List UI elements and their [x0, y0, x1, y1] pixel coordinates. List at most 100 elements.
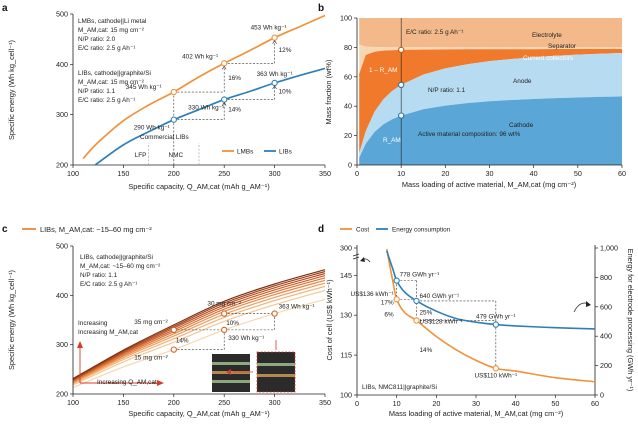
energy-marker	[492, 321, 499, 328]
panel-b-x-tick-label: 20	[441, 169, 449, 178]
panel-c-y-tick-label: 400	[56, 291, 68, 300]
value-label: 778 GWh yr⁻¹	[400, 272, 440, 279]
increase-arrowhead	[272, 85, 277, 90]
collectors-label: Current collectors	[523, 55, 573, 62]
loading-curve-15	[72, 298, 326, 389]
c-text-line: M_AM,cat: ~15–60 mg cm⁻²	[80, 263, 160, 270]
loading-curve-25	[72, 285, 326, 385]
commercial-libs-label: Commercial LIBs	[140, 134, 189, 141]
panel-c-text: LIBs, cathode||graphite/Si M_AM,cat: ~15…	[80, 254, 160, 288]
panel-b-ylabel: Mass fraction (wt%)	[324, 60, 333, 125]
value-label: 345 Wh kg⁻¹	[126, 84, 162, 91]
increasing-capacity-arrow: Increasing Q_AM,cat	[80, 379, 164, 386]
panel-c-y-tick-label: 500	[56, 242, 68, 251]
panel-d-x-tick-label: 60	[591, 399, 599, 408]
value-label: 402 Wh kg⁻¹	[182, 53, 218, 60]
panel-d-right-tick-label: 200	[600, 361, 612, 370]
panel-c-title: LIBs, M_AM,cat: ~15–60 mg cm⁻²	[40, 225, 152, 234]
anode-area	[359, 53, 622, 158]
panel-d-left-tick-label: 300	[340, 244, 352, 253]
lib-series-line	[94, 67, 326, 166]
panel-b-y-tick-label: 20	[344, 131, 352, 140]
data-marker-libs	[170, 116, 177, 123]
value-label: US$136 kWh⁻¹	[351, 291, 394, 298]
panel-c-x-tick-label: 300	[269, 398, 281, 407]
boundary-marker	[398, 81, 405, 89]
value-label: 640 GWh yr⁻¹	[420, 293, 460, 300]
value-label: 290 Wh kg⁻¹	[134, 125, 170, 132]
percent-label: 14%	[420, 347, 433, 354]
panel-d-left-tick-label: 130	[340, 311, 352, 320]
panel-b-x-tick-label: 50	[574, 169, 582, 178]
increase-arrowhead	[221, 102, 227, 106]
cost-marker	[413, 317, 420, 324]
value-label: 330 Wh kg⁻¹	[228, 335, 264, 342]
one-minus-ram-label: 1 – R_AM	[369, 67, 397, 74]
panel-b-y-tick-label: 60	[344, 72, 352, 81]
panel-b-y-tick-label: 0	[348, 161, 352, 170]
lmb-text-line: N/P ratio: 2.0	[78, 36, 116, 43]
np-ratio-label: N/P ratio: 1.1	[428, 87, 466, 94]
electrolyte-area	[359, 18, 622, 48]
data-marker	[170, 346, 177, 353]
increasing-label: Increasing	[78, 320, 108, 327]
value-label: 30 mg cm⁻²	[207, 301, 241, 308]
panel-b-x-tick-label: 30	[486, 169, 494, 178]
panel-c-x-tick-label: 150	[117, 398, 129, 407]
panel-d-x-tick-label: 50	[551, 399, 559, 408]
legend-lib-label: LIBs	[279, 149, 292, 156]
panel-d-x-tick-label: 0	[355, 399, 359, 408]
panel-c-y-tick-label: 300	[56, 340, 68, 349]
value-label: 453 Wh kg⁻¹	[251, 25, 287, 32]
panel-b-x-tick-label: 60	[618, 169, 626, 178]
panel-b-y-tick-label: 100	[340, 14, 352, 23]
panel-letter-b: b	[318, 3, 324, 14]
panel-b-y-tick-label: 80	[344, 43, 352, 52]
panel-d-right-tick-label: 600	[600, 302, 612, 311]
legend-lmb-label: LMBs	[237, 149, 253, 156]
value-label: US$128 kWh⁻¹	[420, 319, 463, 326]
panel-c-legend: LIBs, M_AM,cat: ~15–60 mg cm⁻²	[22, 225, 152, 234]
energy-marker	[393, 277, 400, 284]
cost-marker	[393, 296, 400, 303]
percent-label: 17%	[381, 300, 394, 307]
panel-letter-c: c	[2, 224, 8, 235]
panel-a-y-tick-label: 300	[56, 110, 68, 119]
panel-d-x-tick-label: 30	[472, 399, 480, 408]
collector-area	[359, 49, 622, 154]
data-marker	[221, 310, 228, 317]
anode-label: Anode	[513, 78, 532, 85]
panel-b-chart: 0 10 20 30 40 50 60 0 20 40 60 80 100 E/C ratio: 2.5…	[324, 14, 626, 190]
value-label: 15 mg cm⁻²	[134, 355, 168, 362]
panel-d-xlabel: Mass loading of active material, M_AM,ca…	[389, 409, 563, 418]
panel-d-right-tick-label: 1,000	[600, 244, 618, 253]
composition-label: Active material composition: 96 wt%	[418, 131, 521, 138]
panel-a-x-tick-label: 300	[269, 169, 281, 178]
data-marker	[170, 326, 177, 334]
panel-a-y-tick-label: 500	[56, 10, 68, 19]
boundary-marker	[398, 112, 405, 119]
panel-b-x-tick-label: 40	[530, 169, 538, 178]
percent-label: 10%	[226, 320, 239, 327]
energy-marker	[413, 297, 420, 305]
panel-a-x-tick-label: 150	[117, 169, 129, 178]
panel-b-x-tick-label: 10	[397, 169, 405, 178]
ec-ratio-label: E/C ratio: 2.5 g Ah⁻¹	[406, 29, 463, 36]
panel-a-legend: LMBs LIBs	[222, 149, 292, 156]
panel-d-left-tick-label: 145	[340, 271, 352, 280]
panel-d-legend: Cost Energy consumption	[340, 227, 451, 234]
loading-curve-20	[72, 289, 326, 386]
panel-c-x-tick-label: 200	[168, 398, 180, 407]
loading-curve-45	[72, 275, 326, 382]
lib-text-line: LIBs, cathode||graphite/Si	[78, 70, 151, 77]
separator-area	[359, 44, 622, 74]
panel-d-note: LIBs, NMC811||graphite/Si	[362, 384, 437, 391]
energy-axis-arrow	[573, 301, 591, 313]
panel-a-lib-text: LIBs, cathode||graphite/Si M_AM,cat: 15 …	[78, 70, 151, 104]
legend-energy-label: Energy consumption	[392, 227, 451, 234]
panel-d-right-ylabel: Energy for electrode processing (GWh yr⁻…	[626, 249, 635, 392]
panel-a-xlabel: Specific capacity, Q_AM,cat (mAh g_AM⁻¹)	[128, 182, 269, 191]
increasing-loading-arrow: Increasing Increasing M_AM,cat	[77, 320, 138, 383]
cathode-label: Cathode	[509, 122, 534, 129]
